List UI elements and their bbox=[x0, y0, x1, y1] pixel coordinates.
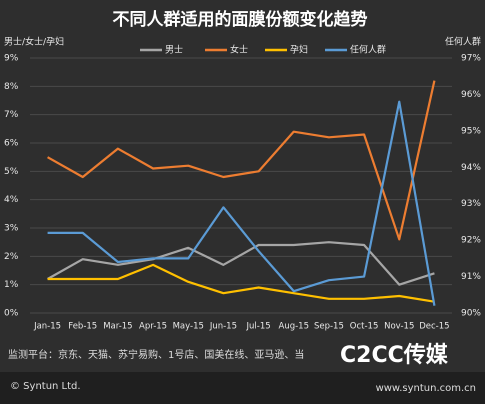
y2-tick-label: 91% bbox=[461, 272, 481, 282]
x-tick-label: Sep-15 bbox=[314, 322, 344, 332]
x-tick-label: Oct-15 bbox=[350, 322, 379, 332]
x-tick-label: Mar-15 bbox=[103, 322, 132, 332]
series-line bbox=[47, 100, 436, 306]
y-tick-label: 2% bbox=[4, 252, 19, 262]
y2-tick-label: 95% bbox=[461, 126, 481, 136]
x-tick-label: Dec-15 bbox=[419, 322, 449, 332]
website: www.syntun.com.cn bbox=[376, 383, 476, 394]
y2-tick-label: 92% bbox=[461, 236, 481, 246]
x-tick-label: Nov-15 bbox=[384, 322, 414, 332]
watermark: C2CC传媒 bbox=[340, 342, 449, 368]
x-tick-label: Aug-15 bbox=[279, 322, 309, 332]
y-tick-label: 8% bbox=[4, 82, 19, 92]
legend-label: 孕妇 bbox=[290, 44, 308, 56]
y-axis-label: 男士/女士/孕妇 bbox=[4, 36, 64, 48]
x-tick-label: Jun-15 bbox=[209, 322, 237, 332]
y-tick-label: 1% bbox=[4, 280, 19, 290]
footer-bar bbox=[0, 372, 485, 404]
y-tick-label: 0% bbox=[4, 309, 19, 319]
x-tick-label: Feb-15 bbox=[68, 322, 97, 332]
x-tick-label: Jul-15 bbox=[246, 322, 271, 332]
y-tick-label: 7% bbox=[4, 110, 19, 120]
y-tick-label: 9% bbox=[4, 54, 19, 64]
x-tick-label: May-15 bbox=[173, 322, 204, 332]
legend-label: 任何人群 bbox=[350, 44, 386, 56]
y-tick-label: 5% bbox=[4, 167, 19, 177]
y2-axis-label: 任何人群 bbox=[445, 36, 481, 48]
copyright: © Syntun Ltd. bbox=[10, 381, 81, 392]
y2-tick-label: 90% bbox=[461, 309, 481, 319]
legend-label: 女士 bbox=[230, 44, 248, 56]
x-tick-label: Jan-15 bbox=[33, 322, 61, 332]
y2-tick-label: 94% bbox=[461, 163, 481, 173]
y-tick-label: 6% bbox=[4, 139, 19, 149]
legend-label: 男士 bbox=[165, 44, 183, 56]
y-tick-label: 4% bbox=[4, 195, 19, 205]
y2-tick-label: 93% bbox=[461, 199, 481, 209]
series-line bbox=[47, 263, 435, 303]
y-tick-label: 3% bbox=[4, 224, 19, 234]
x-tick-label: Apr-15 bbox=[139, 322, 167, 332]
chart-title: 不同人群适用的面膜份额变化趋势 bbox=[113, 9, 368, 30]
y2-tick-label: 97% bbox=[461, 54, 481, 64]
y2-tick-label: 96% bbox=[461, 90, 481, 100]
series-line bbox=[47, 80, 436, 241]
source-note: 监测平台：京东、天猫、苏宁易购、1号店、国美在线、亚马逊、当 bbox=[8, 348, 304, 361]
